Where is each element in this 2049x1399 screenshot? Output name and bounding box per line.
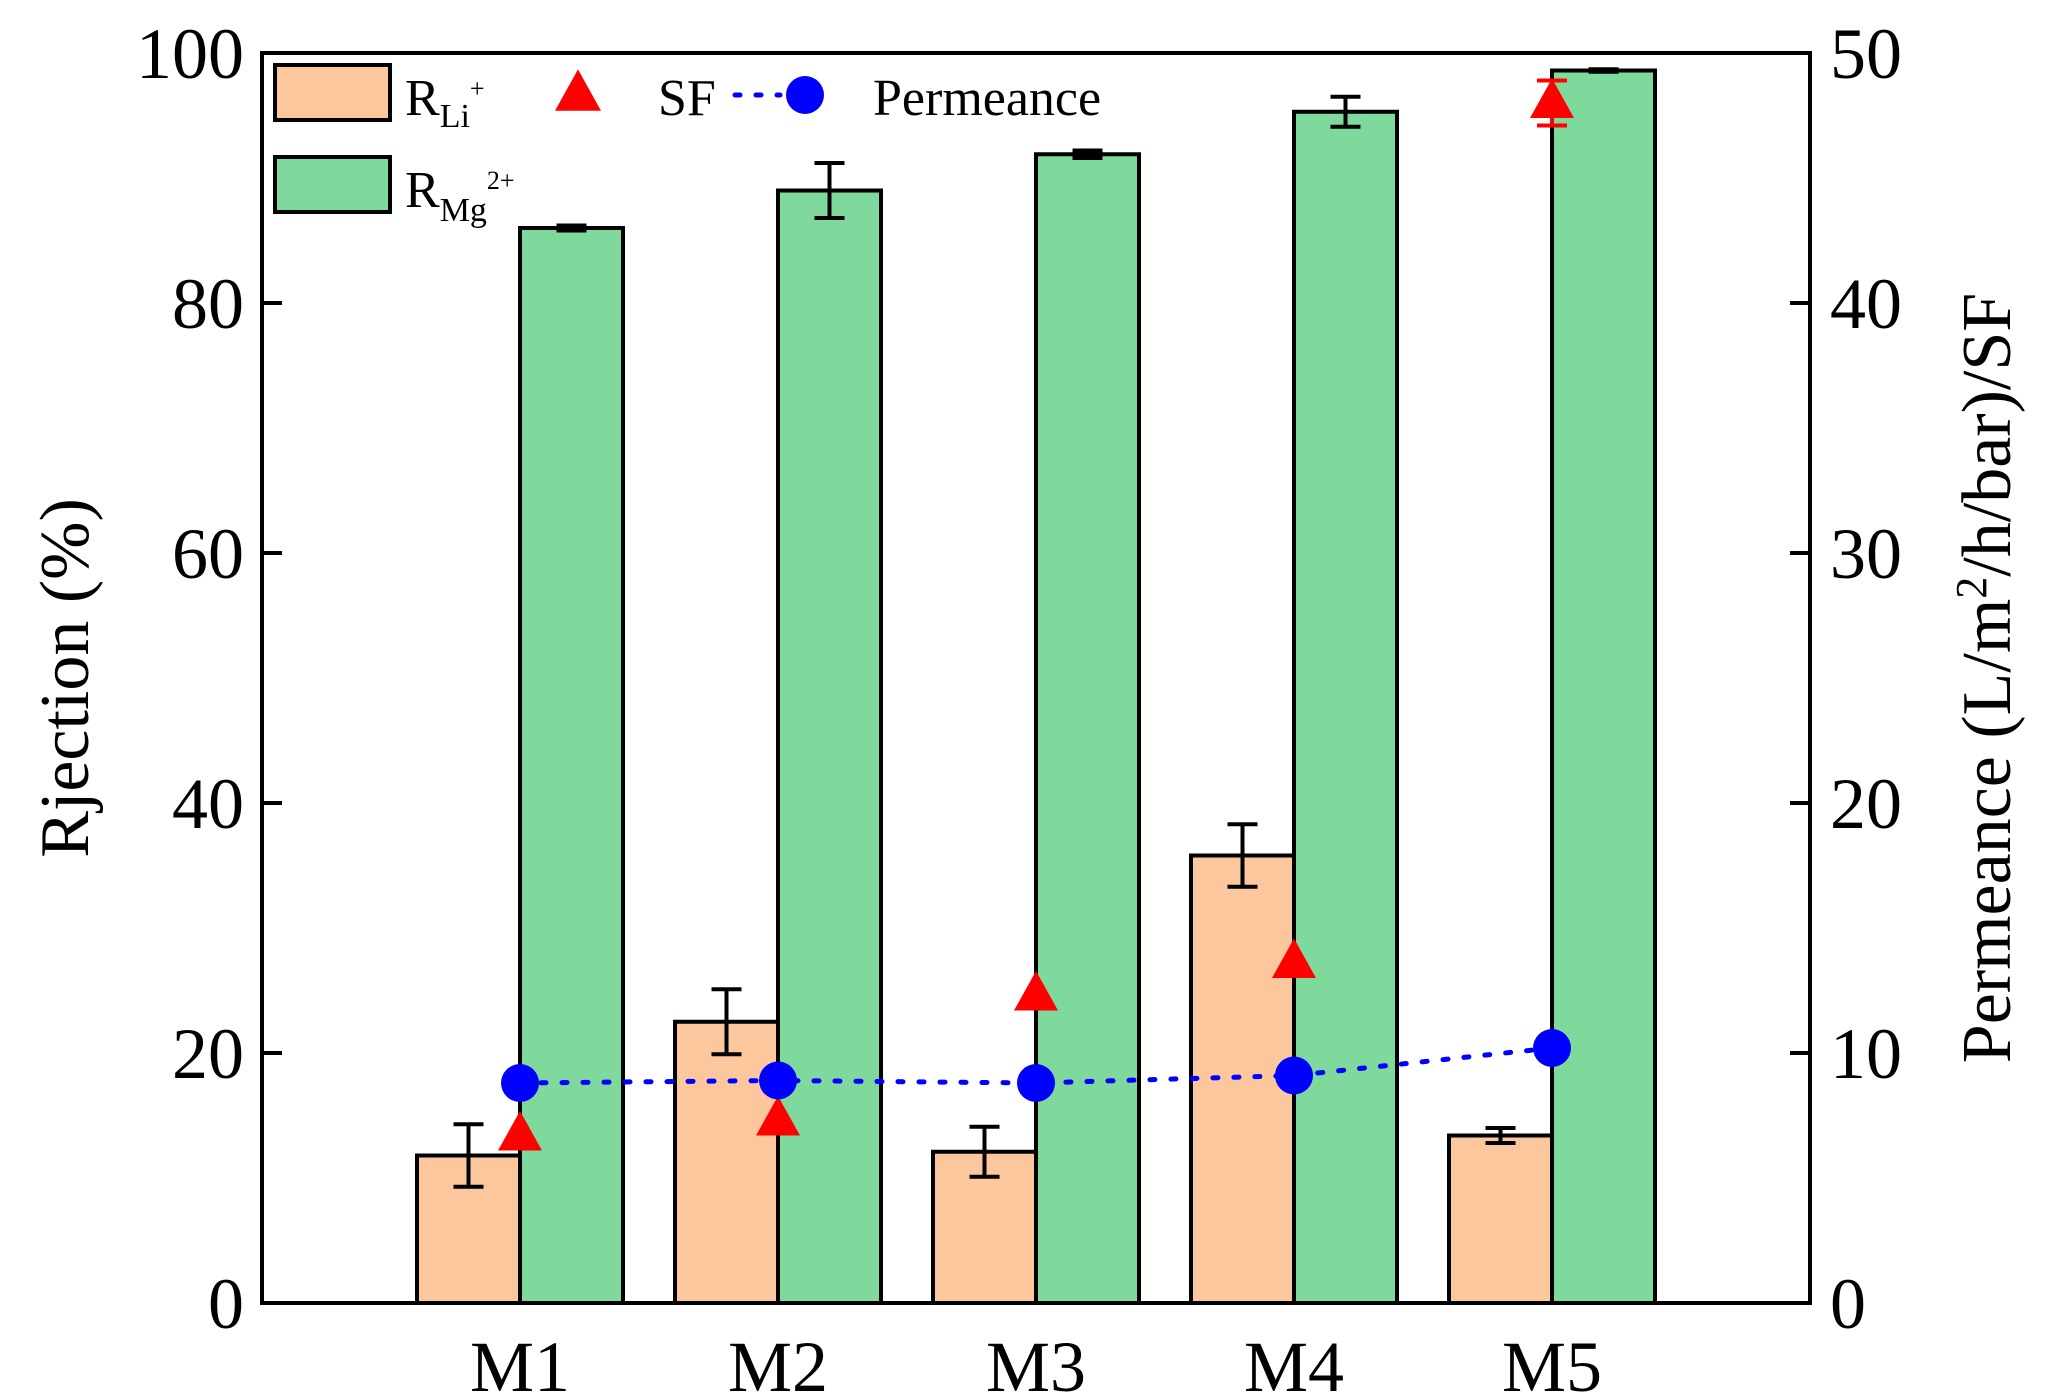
- right-axis-title-sup: 2: [1947, 577, 1996, 599]
- errorbar-rmg-M2: [814, 161, 845, 220]
- left-tick-label-100: 100: [136, 14, 244, 94]
- errorbar-rli-M3: [969, 1124, 1000, 1179]
- sf-point-M1: [498, 1110, 542, 1151]
- bar-rmg-M4: [1292, 109, 1399, 1305]
- right-axis-title: Permeance (L/m2/h/bar)/SF: [1947, 293, 2026, 1063]
- bar-rli-M2: [673, 1019, 780, 1305]
- errorbar-rmg-M1: [556, 223, 587, 233]
- x-tick-label-M5: M5: [1502, 1327, 1602, 1399]
- errorbar-rli-M5: [1485, 1126, 1516, 1145]
- sf-point-M2: [756, 1095, 800, 1136]
- legend-label-rmg: RMg2+: [405, 162, 515, 229]
- left-tick-label-0: 0: [208, 1264, 244, 1344]
- right-axis-title-part-a: Permeance (L/m: [1949, 599, 2026, 1064]
- errorbar-rmg-M5: [1588, 67, 1619, 74]
- legend-label-sf: SF: [658, 70, 716, 127]
- bar-rmg-M5: [1550, 68, 1657, 1305]
- legend-rmg-sub: Mg: [440, 192, 487, 229]
- x-tick-label-M2: M2: [728, 1327, 828, 1399]
- left-tick-label-60: 60: [172, 514, 244, 594]
- permeance-point-M5: [1533, 1029, 1571, 1067]
- bar-rmg-M2: [776, 188, 883, 1305]
- legend-label-permeance: Permeance: [873, 70, 1101, 127]
- x-tick-label-M3: M3: [986, 1327, 1086, 1399]
- right-tick-label-30: 30: [1830, 514, 1902, 594]
- permeance-line: [517, 1045, 1555, 1086]
- right-tick-label-10: 10: [1830, 1014, 1902, 1094]
- legend-rmg-main: R: [405, 162, 440, 219]
- permeance-point-M3: [1017, 1064, 1055, 1102]
- permeance-point-M2: [759, 1061, 797, 1100]
- left-tick-label-20: 20: [172, 1014, 244, 1094]
- bar-rmg-M1: [518, 226, 625, 1305]
- left-tick-label-40: 40: [172, 764, 244, 844]
- sf-point-M4: [1272, 938, 1316, 979]
- legend-marker-permeance: [786, 76, 824, 114]
- legend-rli-main: R: [405, 70, 440, 127]
- legend-rli-sup: +: [470, 74, 485, 103]
- permeance-point-M1: [501, 1064, 539, 1102]
- right-tick-label-40: 40: [1830, 264, 1902, 344]
- left-tick-label-80: 80: [172, 264, 244, 344]
- errorbar-rli-M1: [453, 1122, 484, 1189]
- permeance-point-M4: [1275, 1056, 1313, 1095]
- errorbar-rli-M2: [711, 987, 742, 1057]
- bar-rli-M5: [1447, 1133, 1554, 1305]
- x-tick-label-M1: M1: [470, 1327, 570, 1399]
- legend-rmg-sup: 2+: [487, 166, 515, 195]
- legend-swatch-rmg: [273, 155, 392, 214]
- legend-swatch-rli: [273, 63, 392, 122]
- legend-rli-sub: Li: [440, 98, 470, 135]
- right-tick-label-0: 0: [1830, 1264, 1866, 1344]
- right-tick-label-20: 20: [1830, 764, 1902, 844]
- legend-label-rli: RLi+: [405, 70, 485, 135]
- x-tick-label-M4: M4: [1244, 1327, 1344, 1399]
- bar-rmg-M3: [1034, 152, 1141, 1305]
- errorbar-rli-M4: [1227, 822, 1258, 889]
- errorbar-rmg-M4: [1330, 94, 1361, 129]
- sf-point-M3: [1014, 970, 1058, 1011]
- errorbar-rmg-M3: [1072, 148, 1103, 160]
- legend-marker-sf: [555, 69, 601, 111]
- right-axis-title-part-b: /h/bar)/SF: [1949, 293, 2026, 577]
- sf-point-M5: [1530, 78, 1574, 119]
- left-axis-title: Rjection (%): [27, 498, 104, 858]
- right-tick-label-50: 50: [1830, 14, 1902, 94]
